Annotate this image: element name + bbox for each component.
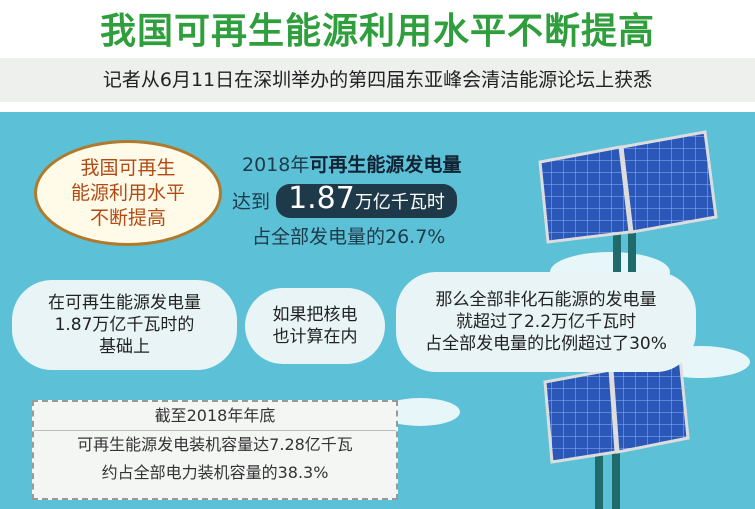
box-line: 可再生能源发电装机容量达7.28亿千瓦: [77, 435, 353, 454]
bubble-line: 也计算在内: [272, 327, 358, 347]
bubble: 在可再生能源发电量 1.87万亿千瓦时的 基础上: [12, 280, 237, 370]
stat-pill: 1.87万亿千瓦时: [276, 184, 457, 218]
stat: 2018年可再生能源发电量 达到 1.87万亿千瓦时 占全部发电量的26.7%: [232, 150, 532, 252]
oval-line: 我国可再生: [80, 156, 176, 179]
stat-label: 可再生能源发电量: [309, 154, 462, 176]
bubble-line: 占全部发电量的比例超过了30%: [425, 334, 667, 354]
bubble: 那么全部非化石能源的发电量 就超过了2.2万亿千瓦时 占全部发电量的比例超过了30%: [396, 272, 696, 372]
stat-reach: 达到: [232, 191, 271, 213]
bubble-line: 如果把核电: [272, 305, 358, 325]
box-line: 约占全部电力装机容量的38.3%: [101, 463, 329, 482]
bubble: 如果把核电 也计算在内: [245, 288, 385, 364]
subtitle: 记者从6月11日在深圳举办的第四届东亚峰会清洁能源论坛上获悉: [0, 58, 755, 102]
bubble-line: 基础上: [99, 337, 150, 357]
box-heading: 截至2018年年底: [34, 402, 396, 431]
oval: 我国可再生 能源利用水平 不断提高: [34, 140, 222, 246]
stat-unit: 万亿千瓦时: [354, 192, 445, 213]
decor: [380, 130, 750, 509]
bubble-line: 那么全部非化石能源的发电量: [435, 290, 657, 310]
oval-line: 不断提高: [89, 206, 166, 229]
title: 我国可再生能源利用水平不断提高: [99, 11, 655, 52]
bubble-line: 在可再生能源发电量: [48, 293, 201, 313]
oval-line: 能源利用水平: [70, 181, 185, 204]
stat-year: 2018年: [242, 154, 310, 176]
bubble-line: 1.87万亿千瓦时的: [54, 315, 195, 335]
bubble-line: 就超过了2.2万亿千瓦时: [455, 312, 637, 332]
stat-number: 1.87: [288, 181, 355, 216]
stat-share: 占全部发电量的26.7%: [252, 226, 446, 248]
box: 截至2018年年底 可再生能源发电装机容量达7.28亿千瓦 约占全部电力装机容量…: [32, 400, 398, 500]
